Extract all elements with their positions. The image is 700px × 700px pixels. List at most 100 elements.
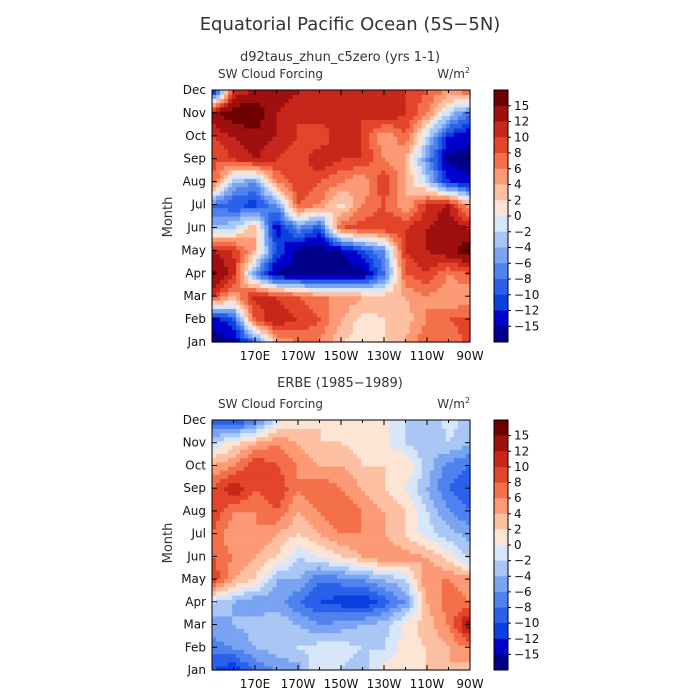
heatmap-cell [268, 232, 274, 238]
heatmap-cell [324, 291, 330, 297]
heatmap-cell [292, 333, 298, 339]
heatmap-cell [236, 165, 241, 171]
heatmap-cell [405, 620, 411, 625]
heatmap-cell [441, 132, 447, 137]
heatmap-cell [389, 603, 395, 609]
heatmap-cell [409, 174, 415, 179]
heatmap-cell [413, 169, 419, 175]
heatmap-cell [220, 123, 225, 129]
heatmap-cell [377, 337, 382, 343]
heatmap-cell [457, 304, 463, 309]
heatmap-cell [385, 316, 390, 322]
heatmap-cell [260, 220, 266, 225]
heatmap-cell [236, 207, 241, 213]
heatmap-cell [308, 199, 314, 204]
heatmap-cell [276, 119, 282, 125]
heatmap-cell [272, 148, 278, 154]
heatmap-cell [421, 211, 427, 217]
heatmap-cell [212, 174, 217, 179]
heatmap-cell [417, 169, 423, 175]
heatmap-cell [341, 106, 346, 112]
heatmap-cell [304, 266, 310, 272]
heatmap-cell [264, 333, 270, 339]
heatmap-cell [373, 283, 378, 288]
heatmap-cell [268, 195, 274, 200]
heatmap-cell [461, 165, 467, 171]
heatmap-cell [324, 258, 330, 263]
heatmap-cell [361, 94, 366, 99]
heatmap-cell [361, 308, 366, 314]
heatmap-cell [357, 258, 362, 263]
heatmap-cell [361, 111, 366, 116]
heatmap-cell [357, 186, 362, 192]
heatmap-cell [212, 220, 217, 225]
heatmap-cell [292, 300, 298, 305]
heatmap-cell [260, 607, 266, 613]
heatmap-cell [244, 249, 249, 255]
heatmap-cell [296, 270, 302, 276]
heatmap-cell [300, 258, 306, 263]
heatmap-cell [465, 649, 471, 654]
heatmap-cell [465, 657, 471, 663]
heatmap-cell [336, 636, 342, 642]
heatmap-cell [425, 98, 431, 104]
heatmap-cell [401, 249, 407, 255]
heatmap-cell [425, 262, 431, 267]
heatmap-cell [449, 157, 455, 162]
heatmap-cell [284, 148, 290, 154]
heatmap-cell [449, 174, 455, 179]
heatmap-cell [465, 661, 471, 667]
heatmap-cell [361, 253, 366, 259]
heatmap-cell [353, 308, 358, 314]
heatmap-cell [409, 203, 415, 209]
heatmap-cell [465, 136, 471, 141]
heatmap-cell [300, 653, 306, 659]
heatmap-cell [357, 203, 362, 209]
heatmap-cell [272, 665, 278, 671]
heatmap-cell [288, 186, 294, 192]
panel-1: d92taus_zhun_c5zero (yrs 1-1) SW Cloud F… [161, 50, 539, 363]
heatmap-cell [441, 207, 447, 213]
heatmap-cell [256, 153, 261, 158]
heatmap-cell [421, 224, 427, 230]
heatmap-cell [324, 157, 330, 162]
heatmap-cell [332, 102, 338, 108]
heatmap-cell [445, 657, 451, 663]
heatmap-cell [437, 279, 443, 284]
heatmap-cell [336, 287, 342, 293]
heatmap-cell [232, 245, 237, 251]
heatmap-cell [268, 270, 274, 276]
heatmap-cell [228, 300, 233, 305]
heatmap-cell [256, 657, 261, 663]
heatmap-cell [256, 316, 261, 322]
heatmap-cell [365, 220, 370, 225]
heatmap-cell [433, 304, 439, 309]
heatmap-cell [256, 132, 261, 137]
heatmap-cell [236, 241, 241, 246]
colorbar-swatch [494, 184, 508, 201]
heatmap-cell [280, 136, 286, 141]
heatmap-cell [332, 127, 338, 133]
heatmap-cell [417, 333, 423, 339]
heatmap-cell [345, 203, 350, 209]
heatmap-cell [296, 266, 302, 272]
heatmap-cell [349, 220, 354, 225]
heatmap-cell [409, 123, 415, 129]
heatmap-cell [252, 653, 257, 659]
heatmap-cell [393, 178, 399, 183]
heatmap-cell [232, 274, 237, 280]
heatmap-cell [357, 111, 362, 116]
heatmap-cell [397, 102, 403, 108]
heatmap-cell [405, 632, 411, 638]
heatmap-cell [252, 325, 257, 330]
heatmap-cell [357, 182, 362, 188]
heatmap-cell [365, 148, 370, 154]
heatmap-cell [232, 607, 237, 613]
heatmap-cell [268, 620, 274, 625]
heatmap-cell [457, 165, 463, 171]
heatmap-cell [312, 665, 318, 671]
heatmap-cell [377, 220, 382, 225]
heatmap-cell [393, 94, 399, 99]
heatmap-cell [461, 186, 467, 192]
heatmap-cell [212, 632, 217, 638]
